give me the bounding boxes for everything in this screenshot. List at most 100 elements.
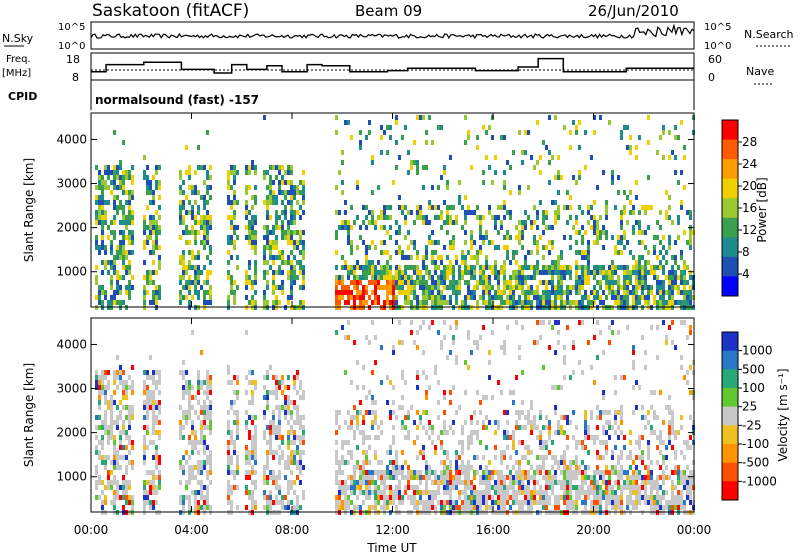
heatmap-cell	[233, 240, 236, 245]
heatmap-cell	[533, 290, 536, 295]
heatmap-cell	[206, 415, 209, 420]
heatmap-cell	[440, 500, 443, 505]
heatmap-cell	[149, 185, 152, 190]
heatmap-cell	[185, 390, 188, 395]
heatmap-cell	[149, 405, 152, 410]
heatmap-cell	[197, 270, 200, 275]
heatmap-cell	[350, 475, 353, 480]
heatmap-cell	[101, 385, 104, 390]
heatmap-cell	[185, 195, 188, 200]
heatmap-cell	[335, 130, 338, 135]
heatmap-cell	[179, 300, 182, 305]
heatmap-cell	[497, 475, 500, 480]
heatmap-cell	[107, 475, 110, 480]
heatmap-cell	[662, 470, 665, 475]
heatmap-cell	[374, 480, 377, 485]
heatmap-cell	[617, 190, 620, 195]
heatmap-cell	[542, 210, 545, 215]
heatmap-cell	[428, 500, 431, 505]
heatmap-cell	[125, 215, 128, 220]
heatmap-cell	[356, 495, 359, 500]
colorbar-tick-label: 25	[742, 400, 757, 414]
heatmap-cell	[290, 185, 293, 190]
heatmap-cell	[506, 210, 509, 215]
heatmap-cell	[335, 450, 338, 455]
heatmap-cell	[107, 185, 110, 190]
heatmap-cell	[383, 475, 386, 480]
heatmap-cell	[455, 465, 458, 470]
heatmap-cell	[398, 405, 401, 410]
heatmap-cell	[368, 480, 371, 485]
heatmap-cell	[536, 470, 539, 475]
heatmap-cell	[524, 295, 527, 300]
heatmap-cell	[365, 470, 368, 475]
heatmap-cell	[350, 245, 353, 250]
heatmap-cell	[266, 225, 269, 230]
heatmap-cell	[614, 430, 617, 435]
heatmap-cell	[188, 405, 191, 410]
heatmap-cell	[104, 500, 107, 505]
heatmap-cell	[383, 265, 386, 270]
heatmap-cell	[638, 475, 641, 480]
heatmap-cell	[350, 265, 353, 270]
heatmap-cell	[272, 390, 275, 395]
heatmap-cell	[281, 280, 284, 285]
heatmap-cell	[443, 245, 446, 250]
heatmap-cell	[560, 430, 563, 435]
heatmap-cell	[116, 490, 119, 495]
heatmap-cell	[413, 490, 416, 495]
heatmap-cell	[104, 430, 107, 435]
heatmap-cell	[599, 235, 602, 240]
heatmap-cell	[191, 395, 194, 400]
heatmap-cell	[389, 285, 392, 290]
heatmap-cell	[443, 500, 446, 505]
heatmap-cell	[581, 225, 584, 230]
heatmap-cell	[632, 210, 635, 215]
heatmap-cell	[263, 245, 266, 250]
heatmap-cell	[401, 375, 404, 380]
heatmap-cell	[290, 265, 293, 270]
heatmap-cell	[392, 500, 395, 505]
heatmap-cell	[494, 220, 497, 225]
heatmap-cell	[476, 345, 479, 350]
heatmap-cell	[227, 170, 230, 175]
heatmap-cell	[560, 175, 563, 180]
heatmap-cell	[449, 245, 452, 250]
heatmap-cell	[566, 420, 569, 425]
heatmap-cell	[113, 205, 116, 210]
heatmap-cell	[209, 220, 212, 225]
heatmap-cell	[470, 485, 473, 490]
heatmap-cell	[479, 265, 482, 270]
heatmap-cell	[401, 425, 404, 430]
heatmap-cell	[410, 280, 413, 285]
heatmap-cell	[518, 465, 521, 470]
heatmap-cell	[362, 480, 365, 485]
heatmap-cell	[596, 320, 599, 325]
heatmap-cell	[383, 250, 386, 255]
heatmap-cell	[338, 225, 341, 230]
heatmap-cell	[368, 470, 371, 475]
heatmap-cell	[602, 430, 605, 435]
heatmap-cell	[251, 285, 254, 290]
heatmap-cell	[614, 300, 617, 305]
heatmap-cell	[182, 200, 185, 205]
heatmap-cell	[236, 470, 239, 475]
heatmap-cell	[149, 440, 152, 445]
heatmap-cell	[365, 270, 368, 275]
heatmap-cell	[194, 505, 197, 510]
heatmap-cell	[263, 175, 266, 180]
heatmap-cell	[101, 480, 104, 485]
heatmap-cell	[584, 435, 587, 440]
heatmap-cell	[410, 320, 413, 325]
heatmap-cell	[296, 435, 299, 440]
heatmap-cell	[179, 220, 182, 225]
heatmap-cell	[407, 230, 410, 235]
heatmap-cell	[629, 250, 632, 255]
heatmap-cell	[545, 295, 548, 300]
heatmap-cell	[509, 285, 512, 290]
heatmap-cell	[209, 460, 212, 465]
heatmap-cell	[437, 400, 440, 405]
heatmap-cell	[206, 270, 209, 275]
heatmap-cell	[365, 265, 368, 270]
heatmap-cell	[617, 330, 620, 335]
